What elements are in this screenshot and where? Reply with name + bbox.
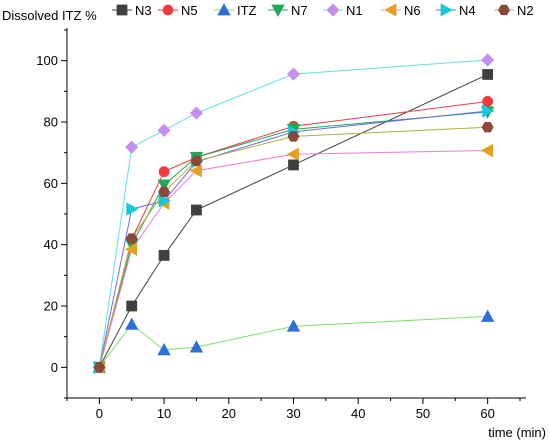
data-point-n1 [189, 106, 203, 120]
series-line-n7 [98, 111, 488, 368]
data-point-n2 [158, 186, 171, 198]
data-point-n1 [125, 140, 139, 154]
legend-label: N5 [181, 3, 198, 18]
data-point-n3 [126, 300, 138, 312]
x-axis-title: time (min) [488, 425, 546, 440]
data-point-n1 [481, 53, 495, 67]
data-point-n3 [288, 159, 299, 171]
y-tick-label: 0 [51, 360, 58, 375]
legend-marker [271, 4, 285, 17]
x-tick-label: 50 [416, 406, 430, 421]
series-markers [92, 53, 495, 375]
legend-label: N2 [517, 3, 534, 18]
legend-label: N1 [346, 3, 363, 18]
data-point-itz [480, 309, 495, 322]
legend-marker [498, 4, 510, 16]
series-line-n1 [98, 59, 488, 368]
legend-label: N7 [291, 3, 308, 18]
data-point-n6 [124, 242, 138, 256]
data-point-n6 [480, 143, 494, 158]
data-point-n3 [158, 249, 170, 261]
series-line-n3 [98, 74, 488, 368]
data-point-n2 [481, 122, 494, 133]
y-tick-label: 100 [36, 53, 58, 68]
data-point-n1 [157, 123, 171, 137]
legend-marker [116, 4, 128, 16]
data-point-n5 [482, 96, 494, 107]
data-point-itz [157, 343, 171, 356]
data-point-n5 [158, 166, 170, 178]
legend-label: N6 [404, 3, 421, 18]
x-tick-label: 0 [96, 406, 103, 421]
x-tick-label: 60 [480, 406, 494, 421]
data-point-n4 [126, 202, 139, 216]
axes: 0 10 20 30 40 50 60 0 20 40 60 80 100 [36, 28, 526, 421]
y-tick-label: 40 [44, 237, 58, 252]
series-line-n2 [98, 126, 488, 368]
data-point-n2 [190, 155, 203, 167]
legend-label: N4 [459, 3, 476, 18]
data-point-n3 [191, 204, 202, 216]
data-point-n1 [286, 67, 301, 81]
legend-label: N3 [135, 3, 152, 18]
data-point-n3 [482, 69, 494, 80]
data-point-n4 [482, 104, 495, 118]
series-line-n6 [98, 150, 488, 368]
legend-marker [326, 3, 340, 17]
data-point-itz [125, 317, 139, 330]
y-tick-label: 20 [44, 299, 58, 314]
legend-label: ITZ [237, 3, 257, 18]
y-tick-label: 80 [44, 115, 58, 130]
legend-marker [384, 3, 397, 17]
legend-marker [440, 3, 453, 17]
y-axis-title: Dissolved ITZ % [2, 8, 97, 23]
data-point-itz [189, 340, 204, 353]
x-tick-label: 20 [222, 406, 236, 421]
data-point-n6 [189, 164, 202, 178]
data-point-n4 [158, 194, 171, 208]
series-lines [98, 59, 488, 368]
data-point-n6 [286, 147, 299, 161]
data-point-n2 [93, 362, 106, 373]
data-point-n2 [125, 233, 138, 244]
data-point-n7 [157, 179, 171, 192]
series-line-itz [98, 315, 488, 368]
x-tick-label: 10 [157, 406, 171, 421]
data-point-n2 [287, 131, 300, 142]
x-tick-label: 30 [286, 406, 300, 421]
series-line-n4 [98, 110, 488, 368]
x-tick-label: 40 [351, 406, 365, 421]
legend-marker [217, 3, 231, 16]
legend-marker [162, 4, 174, 16]
y-tick-label: 60 [44, 176, 58, 191]
legend: N3 N5 ITZ N7 N1 N6 N4 N2 [112, 3, 534, 18]
data-point-itz [286, 319, 301, 332]
